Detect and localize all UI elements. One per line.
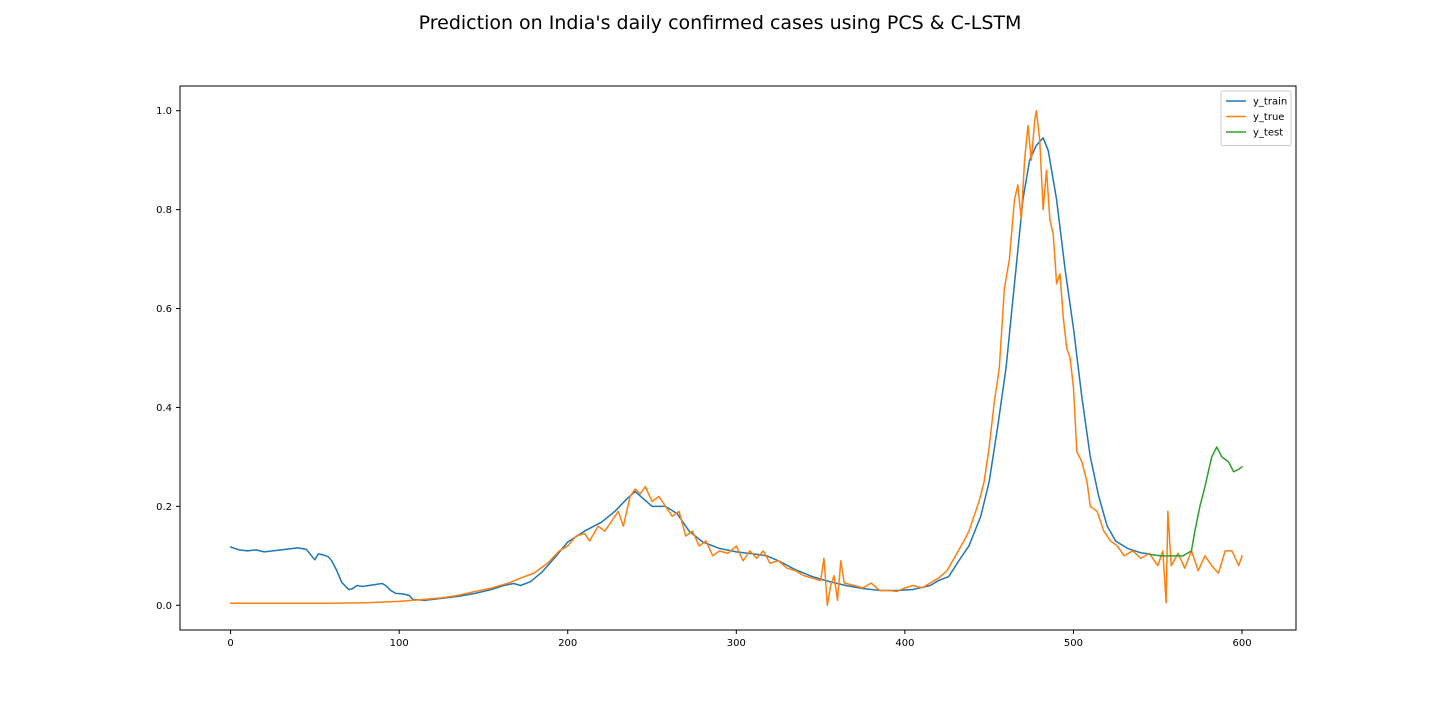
x-tick-label: 0	[227, 638, 233, 649]
legend-label-y-true: y_true	[1253, 112, 1284, 123]
axes: 0 100 200 300 400 500 600 0.0 0.2 0.4 0.6 0.8 1.0	[156, 106, 1252, 649]
y-tick-label: 0.8	[156, 205, 172, 216]
series-line-y-true	[229, 109, 1243, 607]
plot-frame	[179, 85, 1297, 631]
y-tick-label: 1.0	[156, 106, 172, 117]
x-tick-label: 300	[727, 638, 746, 649]
series-layer	[229, 109, 1243, 607]
x-tick-label: 400	[895, 638, 914, 649]
x-tick-label: 100	[390, 638, 409, 649]
y-tick-label: 0.4	[156, 403, 172, 414]
series-line-y-test	[1148, 446, 1243, 557]
legend-label-y-train: y_train	[1253, 97, 1287, 108]
y-tick-label: 0.2	[156, 502, 172, 513]
legend: y_train y_true y_test	[1220, 90, 1292, 146]
legend-label-y-test: y_test	[1253, 128, 1283, 139]
chart-title: Prediction on India's daily confirmed ca…	[419, 12, 1022, 34]
x-tick-label: 200	[558, 638, 577, 649]
y-tick-label: 0.6	[156, 304, 172, 315]
y-tick-label: 0.0	[156, 601, 172, 612]
x-tick-label: 500	[1064, 638, 1083, 649]
x-tick-label: 600	[1233, 638, 1252, 649]
series-line-y-train	[229, 137, 1151, 602]
